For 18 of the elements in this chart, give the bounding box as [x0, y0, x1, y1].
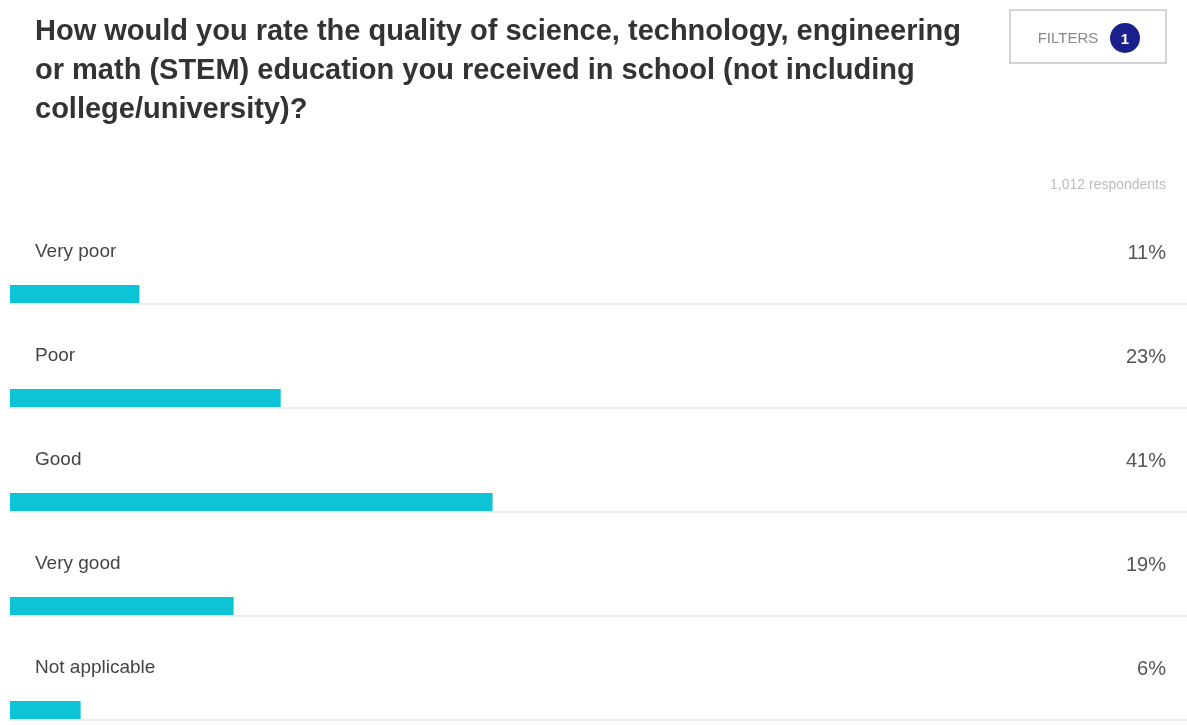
y-tick-label: Not applicable — [35, 656, 156, 677]
y-tick-label: Poor — [35, 344, 76, 365]
data-label: 11% — [1127, 241, 1167, 263]
data-label: 41% — [1125, 449, 1167, 471]
bar — [10, 493, 493, 511]
chart-subtitle: 1,012 respondents — [1050, 176, 1166, 192]
filters-button: FILTERS 1 — [1009, 9, 1167, 64]
data-label: 6% — [1137, 657, 1167, 679]
chart-title: How would you rate the quality of science, technology, engineering or math (STEM) education you received in school (not including college/university)? — [35, 14, 961, 124]
bar — [10, 597, 234, 615]
bar — [10, 285, 140, 303]
data-label: 19% — [1125, 553, 1167, 575]
y-tick-label: Good — [35, 448, 82, 469]
y-tick-label: Very poor — [35, 240, 117, 261]
bar — [10, 701, 81, 719]
data-label: 23% — [1125, 345, 1167, 367]
y-tick-label: Very good — [35, 552, 121, 573]
bar — [10, 389, 281, 407]
